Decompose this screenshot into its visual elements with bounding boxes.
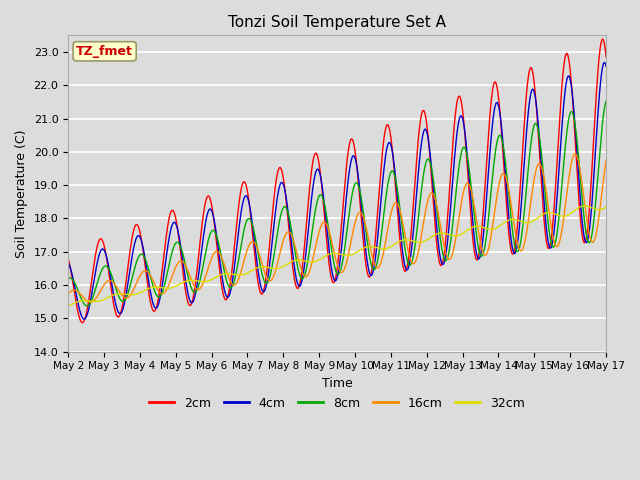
- Title: Tonzi Soil Temperature Set A: Tonzi Soil Temperature Set A: [228, 15, 446, 30]
- Text: TZ_fmet: TZ_fmet: [76, 45, 133, 58]
- X-axis label: Time: Time: [322, 377, 353, 390]
- Legend: 2cm, 4cm, 8cm, 16cm, 32cm: 2cm, 4cm, 8cm, 16cm, 32cm: [144, 392, 530, 415]
- Y-axis label: Soil Temperature (C): Soil Temperature (C): [15, 129, 28, 258]
